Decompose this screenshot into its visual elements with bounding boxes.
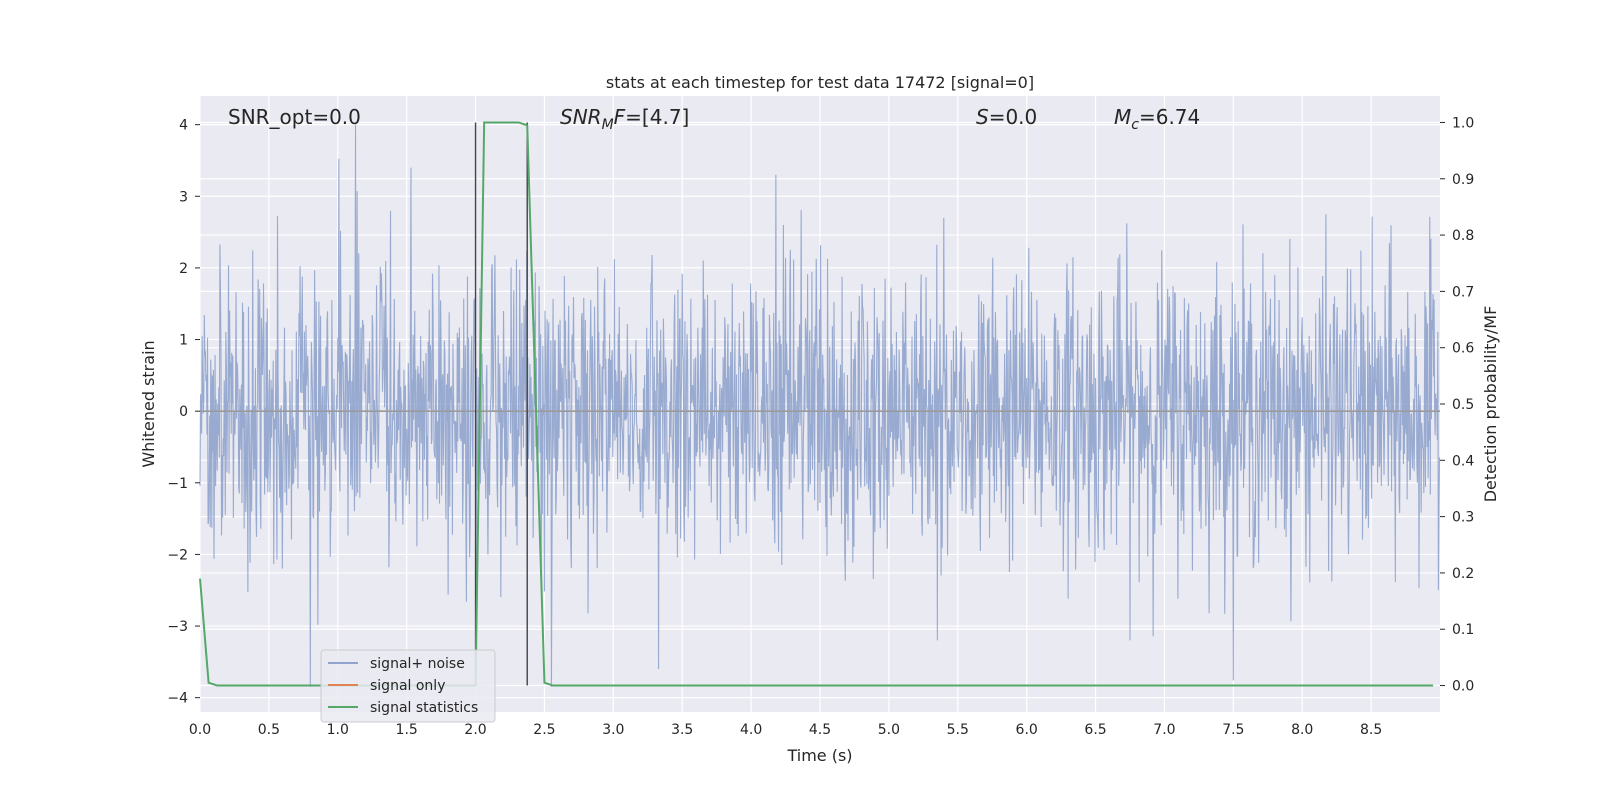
x-tick-label: 5.0 (878, 722, 900, 738)
x-tick-label: 0.0 (189, 722, 211, 738)
y-left-axis-title: Whitened strain (139, 340, 158, 467)
x-tick-label: 2.0 (464, 722, 486, 738)
y-left-tick-label: 2 (179, 261, 188, 277)
x-tick-label: 6.5 (1084, 722, 1106, 738)
y-left-tick-label: −3 (167, 619, 188, 635)
signal-noise-line (199, 124, 1441, 687)
y-right-tick-label: 0.3 (1452, 510, 1474, 526)
y-left-tick-label: −1 (167, 476, 188, 492)
y-left-tick-label: 0 (179, 404, 188, 420)
y-right-tick-label: 0.7 (1452, 284, 1474, 300)
y-right-tick-label: 0.4 (1452, 453, 1474, 469)
y-right-tick-label: 0.1 (1452, 622, 1474, 638)
x-tick-label: 7.5 (1222, 722, 1244, 738)
y-right-tick-label: 0.2 (1452, 566, 1474, 582)
x-tick-label: 1.5 (396, 722, 418, 738)
y-right-tick-label: 0.8 (1452, 228, 1474, 244)
x-axis-title: Time (s) (786, 746, 852, 765)
legend: signal+ noise signal only signal statist… (320, 649, 496, 723)
x-tick-label: 4.5 (809, 722, 831, 738)
x-tick-label: 7.0 (1153, 722, 1175, 738)
y-left-tick-label: 3 (179, 189, 188, 205)
x-tick-label: 8.5 (1360, 722, 1382, 738)
marker-layer (474, 122, 528, 686)
y-left-tick-label: 1 (179, 333, 188, 349)
y-right-axis-title: Detection probability/MF (1481, 306, 1500, 503)
y-right-tick-label: 0.6 (1452, 341, 1474, 357)
y-right-tick-label: 1.0 (1452, 115, 1474, 131)
x-tick-label: 2.5 (533, 722, 555, 738)
legend-label-noise: signal+ noise (370, 656, 465, 672)
x-tick-label: 8.0 (1291, 722, 1313, 738)
x-tick-label: 0.5 (258, 722, 280, 738)
x-tick-label: 5.5 (947, 722, 969, 738)
x-tick-label: 6.0 (1016, 722, 1038, 738)
legend-label-statistics: signal statistics (370, 700, 478, 716)
x-tick-label: 3.5 (671, 722, 693, 738)
annotation-snr-mf: SNRMF=[4.7] (560, 105, 689, 133)
x-tick-label: 4.0 (740, 722, 762, 738)
signal-statistics-line (199, 121, 1434, 687)
y-left-tick-label: −4 (167, 691, 188, 707)
legend-label-signal-only: signal only (370, 678, 445, 694)
tick-layer: 0.0 0.5 1.0 1.5 2.0 2.5 3.0 3.5 4.0 4.5 5.0 5.5 6.0 6… (167, 115, 1474, 738)
y-right-tick-label: 0.9 (1452, 172, 1474, 188)
y-right-tick-label: 0.5 (1452, 397, 1474, 413)
legend-box (320, 649, 496, 723)
y-left-tick-label: −2 (167, 547, 188, 563)
y-right-tick-label: 0.0 (1452, 679, 1474, 695)
annotation-mc: Mc=6.74 (1114, 105, 1200, 133)
x-tick-label: 3.0 (602, 722, 624, 738)
annotation-s: S=0.0 (976, 105, 1037, 129)
signal-statistics-series (199, 121, 1434, 687)
x-tick-label: 1.0 (327, 722, 349, 738)
y-left-tick-label: 4 (179, 118, 188, 134)
chart-title: stats at each timestep for test data 174… (606, 73, 1034, 92)
annotation-snr-opt: SNR_opt=0.0 (228, 105, 361, 129)
signal-noise-series (199, 124, 1441, 687)
